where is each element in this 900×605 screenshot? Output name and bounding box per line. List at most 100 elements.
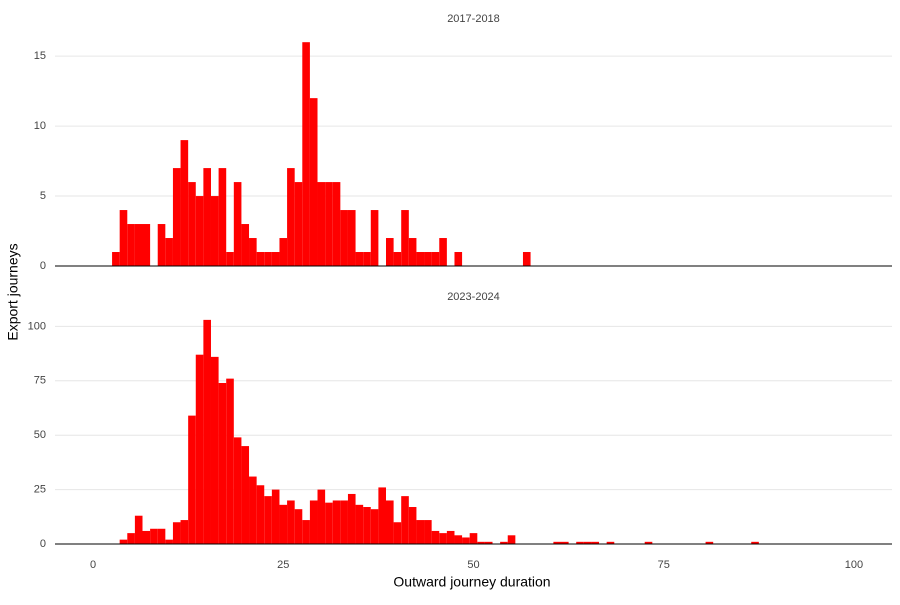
y-tick-label: 25 xyxy=(34,484,46,496)
bar xyxy=(294,509,303,544)
bar xyxy=(302,520,310,544)
bar xyxy=(309,500,318,544)
bar xyxy=(705,541,714,544)
bar xyxy=(416,252,425,266)
bar xyxy=(233,182,242,266)
bar xyxy=(302,42,310,266)
bar xyxy=(317,489,326,544)
bar xyxy=(424,252,432,266)
bar xyxy=(583,541,592,544)
bar xyxy=(454,535,463,544)
bar xyxy=(363,252,371,266)
bar xyxy=(332,182,341,266)
bar xyxy=(180,140,189,266)
bar xyxy=(256,252,265,266)
y-tick-label: 75 xyxy=(34,375,46,387)
facet-title: 2023-2024 xyxy=(447,291,500,303)
facet-title: 2017-2018 xyxy=(447,13,500,25)
bar xyxy=(378,487,386,544)
bar xyxy=(279,504,288,544)
bar xyxy=(385,500,394,544)
bar xyxy=(287,168,295,266)
bar xyxy=(325,182,333,266)
bar xyxy=(165,238,173,266)
y-tick-label: 15 xyxy=(34,50,46,62)
bar xyxy=(249,238,257,266)
bar xyxy=(165,539,173,544)
bar xyxy=(393,252,402,266)
x-axis-label: Outward journey duration xyxy=(393,574,550,590)
bar xyxy=(606,541,615,544)
y-tick-label: 100 xyxy=(28,320,46,332)
bar xyxy=(287,500,295,544)
bar xyxy=(439,238,447,266)
bar xyxy=(210,356,219,544)
bar xyxy=(249,476,257,544)
bar xyxy=(431,252,440,266)
bar xyxy=(644,541,653,544)
bar xyxy=(484,541,493,544)
bar xyxy=(408,238,417,266)
bar xyxy=(188,415,196,544)
bar xyxy=(462,537,470,544)
bar xyxy=(241,446,250,544)
bar xyxy=(112,252,120,266)
y-tick-label: 5 xyxy=(40,190,46,202)
bar xyxy=(233,437,242,544)
bar xyxy=(150,528,158,544)
bar xyxy=(576,541,584,544)
bar xyxy=(142,224,151,266)
bar xyxy=(157,528,166,544)
y-tick-label: 0 xyxy=(40,538,46,550)
bar xyxy=(226,252,234,266)
bar xyxy=(439,533,447,544)
y-axis-label: Export journeys xyxy=(5,243,21,340)
bar xyxy=(119,210,128,266)
y-tick-label: 10 xyxy=(34,120,46,132)
bar xyxy=(142,530,151,544)
bar xyxy=(332,500,341,544)
bar xyxy=(203,319,211,544)
bar xyxy=(477,541,485,544)
x-tick-label: 50 xyxy=(467,559,479,571)
bar xyxy=(325,502,333,544)
bar xyxy=(309,98,318,267)
bar xyxy=(500,541,508,544)
bar xyxy=(363,507,371,544)
bar xyxy=(446,530,455,544)
bar xyxy=(431,530,440,544)
bar xyxy=(393,522,402,544)
bar xyxy=(226,378,234,544)
y-tick-label: 0 xyxy=(40,260,46,272)
bar xyxy=(271,489,280,544)
bar xyxy=(317,182,326,266)
bar xyxy=(195,196,204,266)
bar xyxy=(340,210,348,266)
bar xyxy=(424,520,432,544)
x-tick-label: 75 xyxy=(658,559,670,571)
bar xyxy=(119,539,128,544)
bar xyxy=(264,496,272,544)
bar xyxy=(385,238,394,266)
bar xyxy=(347,493,356,544)
bar xyxy=(188,182,196,266)
bar xyxy=(454,252,463,266)
bar xyxy=(210,196,219,266)
x-tick-label: 0 xyxy=(90,559,96,571)
bar xyxy=(355,252,364,266)
bar xyxy=(218,382,227,544)
bar xyxy=(264,252,272,266)
bar xyxy=(157,224,166,266)
bar xyxy=(347,210,356,266)
bar xyxy=(553,541,562,544)
bar xyxy=(241,224,250,266)
bar xyxy=(370,509,379,544)
bar xyxy=(195,354,204,544)
bar xyxy=(408,507,417,544)
bar xyxy=(172,522,181,544)
bar xyxy=(751,541,759,544)
bar xyxy=(591,541,600,544)
bar xyxy=(355,504,364,544)
bar xyxy=(294,182,303,266)
